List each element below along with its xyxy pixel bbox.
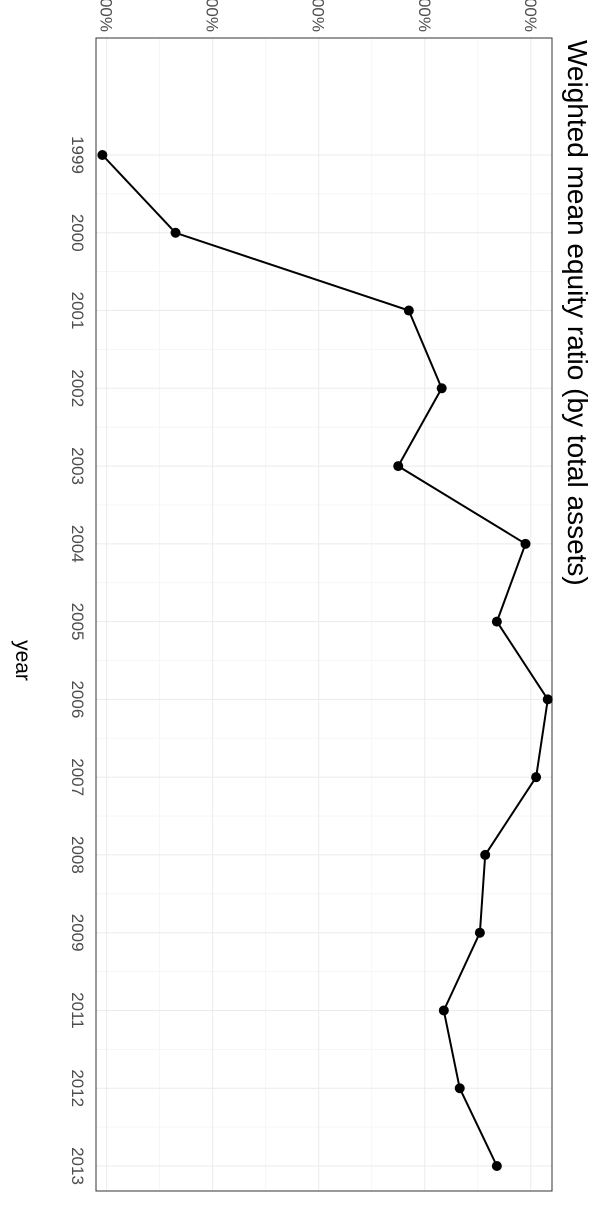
x-axis-title: year bbox=[11, 640, 34, 681]
y-tick-label: 39.00% bbox=[97, 0, 116, 32]
plot-panel-border bbox=[95, 37, 553, 1192]
x-tick-label: 2002 bbox=[68, 369, 87, 407]
y-tick-label: 40.00% bbox=[203, 0, 222, 32]
data-point bbox=[436, 383, 447, 394]
minor-gridlines bbox=[96, 38, 552, 1191]
y-tick-labels: 39.00% 40.00% 41.00% 42.00% 43.00% bbox=[97, 0, 540, 32]
data-point bbox=[170, 227, 181, 238]
y-tick-label: 43.00% bbox=[521, 0, 540, 32]
plot-panel bbox=[96, 38, 552, 1191]
data-point bbox=[491, 616, 502, 627]
x-tick-labels: 1999 2000 2001 2002 2003 2004 2005 2006 2007 2008… bbox=[68, 136, 87, 1185]
x-tick-label: 2005 bbox=[68, 603, 87, 641]
x-tick-label: 2009 bbox=[68, 914, 87, 952]
y-tick-label: 42.00% bbox=[415, 0, 434, 32]
y-tick-label: 41.00% bbox=[309, 0, 328, 32]
data-point bbox=[542, 694, 553, 705]
x-tick-label: 2013 bbox=[68, 1147, 87, 1185]
data-point bbox=[474, 927, 485, 938]
data-point bbox=[97, 150, 108, 160]
data-point bbox=[491, 1161, 502, 1171]
x-tick-label: 2004 bbox=[68, 525, 87, 563]
x-tick-label: 1999 bbox=[68, 136, 87, 174]
data-point bbox=[454, 1083, 465, 1094]
series-line bbox=[101, 154, 549, 1167]
series-line-layer bbox=[101, 154, 549, 1167]
x-tick-label: 2003 bbox=[68, 447, 87, 485]
data-point bbox=[403, 305, 414, 316]
data-point bbox=[393, 461, 404, 472]
x-tick-label: 2011 bbox=[68, 992, 87, 1029]
chart-title: Weighted mean equity ratio (by total ass… bbox=[562, 40, 593, 586]
data-point bbox=[438, 1005, 449, 1016]
data-point bbox=[520, 538, 531, 549]
x-tick-label: 2006 bbox=[68, 680, 87, 718]
data-point bbox=[531, 772, 542, 783]
x-tick-label: 2001 bbox=[68, 292, 87, 330]
x-tick-label: 2007 bbox=[68, 758, 87, 796]
x-tick-label: 2000 bbox=[68, 214, 87, 252]
major-gridlines bbox=[96, 38, 552, 1191]
series-points-layer bbox=[97, 150, 553, 1171]
x-tick-label: 2008 bbox=[68, 836, 87, 874]
x-tick-label: 2012 bbox=[68, 1069, 87, 1107]
data-point bbox=[480, 849, 491, 860]
